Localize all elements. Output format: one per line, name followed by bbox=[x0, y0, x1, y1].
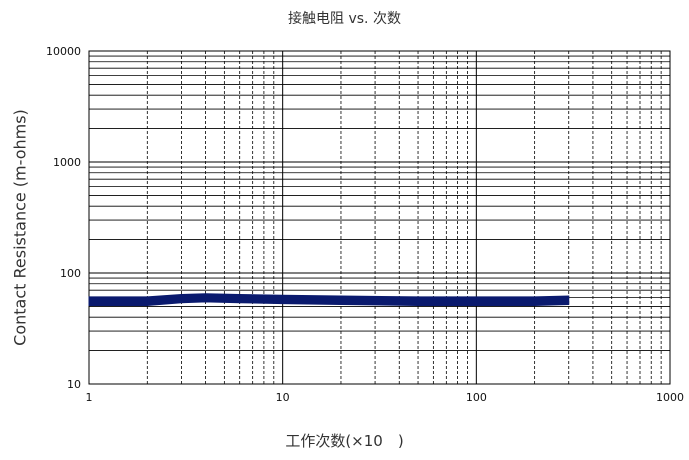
y-tick-label: 100 bbox=[60, 267, 81, 280]
x-tick-label: 1000 bbox=[656, 391, 684, 404]
y-tick-label: 10000 bbox=[46, 45, 81, 58]
series-layer bbox=[88, 293, 570, 306]
x-tick-label: 100 bbox=[466, 391, 487, 404]
tick-labels: 1 10 100 1000 10 100 1000 10000 bbox=[46, 45, 684, 404]
plot-frame bbox=[88, 50, 671, 385]
grid-lines bbox=[89, 51, 670, 384]
y-tick-label: 1000 bbox=[53, 156, 81, 169]
x-tick-label: 10 bbox=[276, 391, 290, 404]
chart-title: 接触电阻 vs. 次数 bbox=[288, 11, 401, 27]
y-tick-label: 10 bbox=[67, 378, 81, 391]
series-line bbox=[89, 296, 569, 302]
x-tick-label: 1 bbox=[86, 391, 93, 404]
x-axis-label: 工作次数(×10 ) bbox=[285, 432, 404, 450]
y-axis-label: Contact Resistance (m-ohms) bbox=[10, 109, 30, 346]
